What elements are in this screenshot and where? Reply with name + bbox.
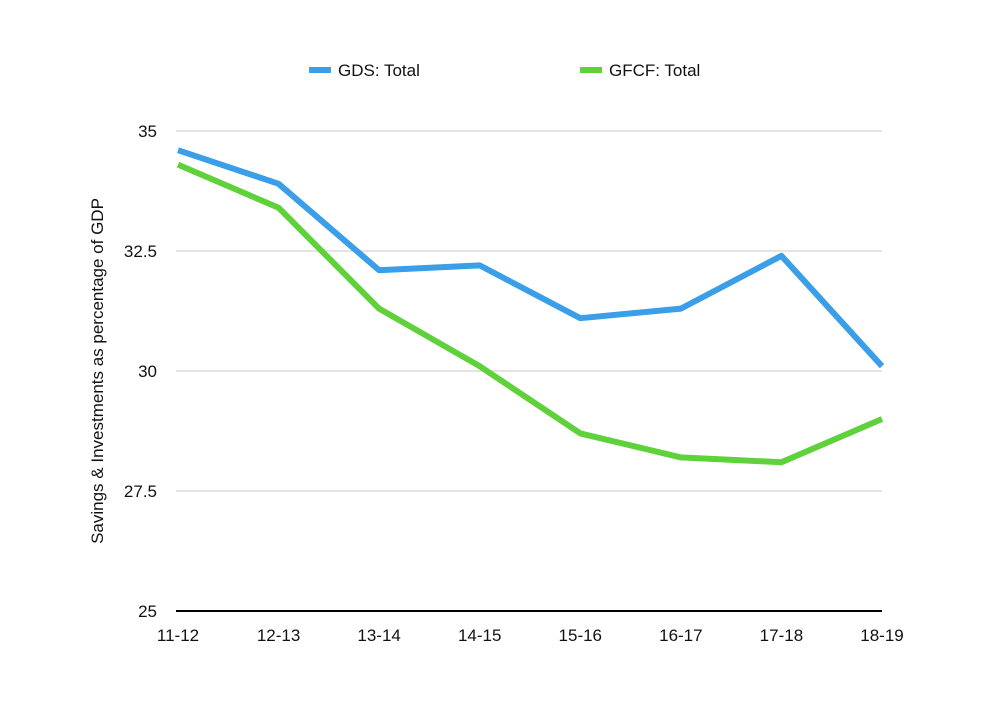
legend-label: GFCF: Total <box>609 61 700 80</box>
x-tick-label: 15-16 <box>559 626 602 645</box>
y-axis-title: Savings & Investments as percentage of G… <box>88 198 107 544</box>
legend-label: GDS: Total <box>338 61 420 80</box>
legend: GDS: Total GFCF: Total <box>309 61 700 80</box>
y-tick-label: 25 <box>138 602 157 621</box>
y-tick-label: 30 <box>138 362 157 381</box>
y-tick-label: 27.5 <box>124 482 157 501</box>
y-tick-label: 35 <box>138 122 157 141</box>
x-tick-label: 16-17 <box>659 626 702 645</box>
gridlines <box>176 130 882 612</box>
x-tick-label: 13-14 <box>357 626 400 645</box>
y-tick-label: 32.5 <box>124 242 157 261</box>
x-axis-ticks: 11-12 12-13 13-14 14-15 15-16 16-17 17-18 18-19 <box>157 626 904 645</box>
x-tick-label: 17-18 <box>760 626 803 645</box>
x-tick-label: 12-13 <box>257 626 300 645</box>
series-lines <box>176 147 885 466</box>
x-tick-label: 14-15 <box>458 626 501 645</box>
series-line-gds-total <box>177 147 885 369</box>
x-tick-label: 18-19 <box>860 626 903 645</box>
y-axis-ticks: 25 27.5 30 32.5 35 <box>124 122 157 621</box>
series-line-gfcf-total <box>176 161 884 466</box>
x-tick-label: 11-12 <box>157 626 199 645</box>
